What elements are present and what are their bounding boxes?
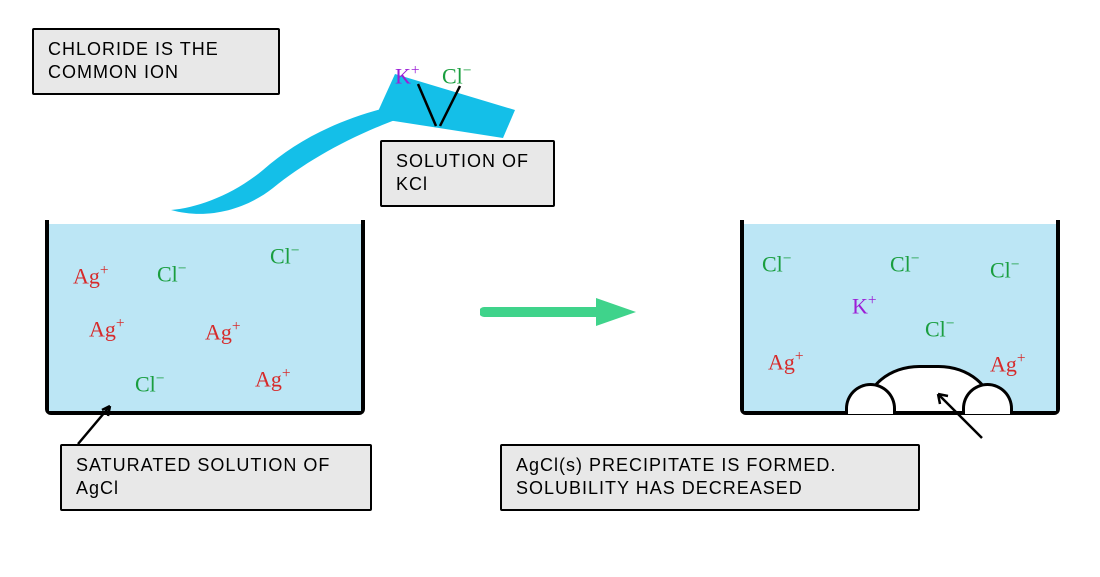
cl-ion: Cl− [442,62,471,89]
label-saturated-text: SATURATED SOLUTION OF AgCl [76,455,330,498]
ag-ion: Ag+ [73,262,109,289]
ag-ion: Ag+ [990,350,1026,377]
ag-ion: Ag+ [768,348,804,375]
cl-ion: Cl− [990,256,1019,283]
label-kcl-text: SOLUTION OF KCl [396,151,529,194]
label-precipitate-text: AgCl(s) PRECIPITATE IS FORMED. SOLUBILIT… [516,455,836,498]
k-ion: K+ [852,292,877,319]
ptr-left-beaker [72,400,122,450]
cl-ion: Cl− [270,242,299,269]
cl-ion: Cl− [925,315,954,342]
ag-ion: Ag+ [89,315,125,342]
ag-ion: Ag+ [255,365,291,392]
k-ion: K+ [395,62,420,89]
reaction-arrow [480,295,640,329]
label-kcl-solution: SOLUTION OF KCl [380,140,555,207]
cl-ion: Cl− [890,250,919,277]
ptr-ions-to-tube [400,82,500,132]
cl-ion: Cl− [157,260,186,287]
cl-ion: Cl− [762,250,791,277]
ptr-precipitate [930,386,990,446]
cl-ion: Cl− [135,370,164,397]
ag-ion: Ag+ [205,318,241,345]
label-saturated: SATURATED SOLUTION OF AgCl [60,444,372,511]
label-precipitate: AgCl(s) PRECIPITATE IS FORMED. SOLUBILIT… [500,444,920,511]
